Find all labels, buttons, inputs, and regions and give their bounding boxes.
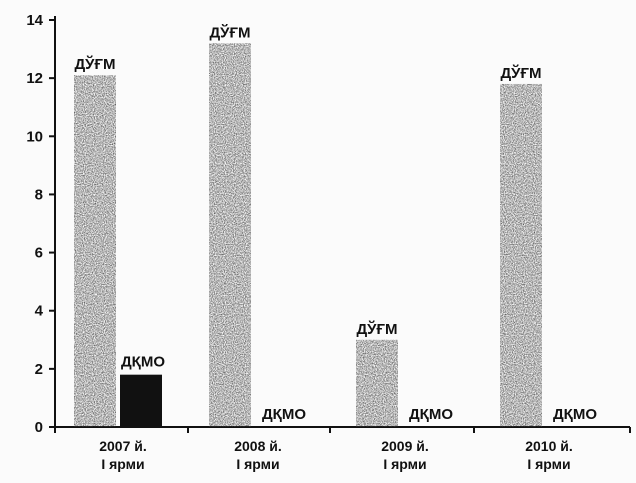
y-tick-label: 2 [35,361,43,378]
data-label-series1: ДЎҒМ [356,320,397,338]
data-label-series2: ДҚМО [553,406,597,423]
bar-series1 [500,83,542,427]
x-tick-label-line: I ярми [236,456,279,472]
bars [74,43,542,427]
y-tick-label: 8 [35,186,43,203]
y-tick-label: 12 [26,70,43,87]
x-tick-label-line: 2009 й. [381,438,429,454]
x-tick-label-line: 2008 й. [234,438,282,454]
x-tick-label-line: I ярми [527,456,570,472]
bar-series2 [120,374,162,427]
x-tick-label: 2009 й. I ярми [381,438,429,472]
data-label-series1: ДЎҒМ [209,23,250,41]
x-tick-label: 2010 й. I ярми [525,438,573,472]
y-tick-label: 6 [35,245,43,262]
data-label-series2: ДҚМО [262,406,306,423]
y-tick-label: 4 [35,303,44,320]
x-tick-label-line: 2007 й. [99,438,147,454]
labels: 2007 й. I ярми ДЎҒМ ДҚМО 2008 й. I ярми ДЎҒМ ДҚ… [74,23,597,472]
x-tick-label: 2008 й. I ярми [234,438,282,472]
bar-series1 [209,43,251,427]
x-tick-label-line: I ярми [101,456,144,472]
y-tick-label: 0 [35,419,43,436]
y-tick-label: 14 [26,12,43,29]
data-label-series2: ДҚМО [409,406,453,423]
bar-series1 [356,339,398,427]
x-tick-label-line: 2010 й. [525,438,573,454]
data-label-series1: ДЎҒМ [500,64,541,82]
x-tick-label: 2007 й. I ярми [99,438,147,472]
x-tick-label-line: I ярми [383,456,426,472]
y-tick-label: 10 [26,128,43,145]
data-label-series1: ДЎҒМ [74,55,115,73]
bar-series1 [74,75,116,427]
data-label-series2: ДҚМО [121,354,165,371]
